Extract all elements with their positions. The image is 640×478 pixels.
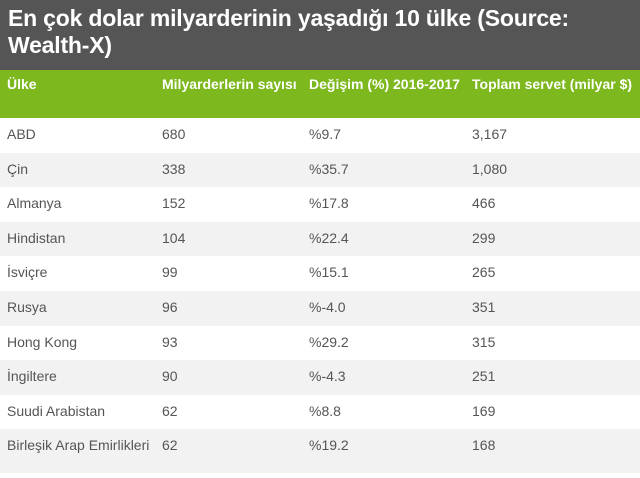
cell-count: 90 [162,368,178,385]
cell-wealth: 315 [472,333,496,350]
cell-wealth: 168 [472,437,496,454]
cell-country: Almanya [7,195,62,212]
cell-wealth: 466 [472,195,496,212]
cell-count: 104 [162,229,186,246]
page-title: En çok dolar milyarderinin yaşadığı 10 ü… [8,5,569,58]
cell-wealth: 1,080 [472,160,508,177]
table-row: Rusya 96 %-4.0 351 [0,290,640,326]
cell-change: %17.8 [309,195,349,212]
table-row: Hong Kong 93 %29.2 315 [0,325,640,361]
cell-wealth: 265 [472,264,496,281]
table-row: ABD 680 %9.7 3,167 [0,118,640,153]
table-row: İngiltere 90 %-4.3 251 [0,360,640,395]
cell-country: İsviçre [7,264,48,281]
cell-count: 338 [162,160,186,177]
table-row: İsviçre 99 %15.1 265 [0,256,640,291]
column-header-wealth: Toplam servet (milyar $) [472,76,633,92]
cell-count: 62 [162,402,178,419]
cell-change: %29.2 [309,333,349,350]
cell-count: 93 [162,333,178,350]
cell-country: Suudi Arabistan [7,402,106,419]
cell-count: 62 [162,437,178,454]
cell-change: %19.2 [309,437,349,454]
cell-count: 680 [162,126,186,142]
table-row: Hindistan 104 %22.4 299 [0,221,640,257]
cell-count: 96 [162,298,178,315]
cell-change: %-4.3 [309,368,346,385]
table-header: Ülke Milyarderlerin sayısı Değişim (%) 2… [0,70,640,118]
cell-wealth: 299 [472,229,496,246]
table-row: Almanya 152 %17.8 466 [0,187,640,222]
cell-wealth: 351 [472,298,496,315]
cell-country: Rusya [7,298,47,315]
cell-wealth: 3,167 [472,126,508,142]
cell-country: ABD [7,126,36,142]
billionaire-table: Ülke Milyarderlerin sayısı Değişim (%) 2… [0,70,640,474]
column-header-country: Ülke [7,76,37,92]
table-row: Suudi Arabistan 62 %8.8 169 [0,394,640,430]
cell-country: İngiltere [7,368,57,385]
column-header-count: Milyarderlerin sayısı [162,76,297,92]
table-row: Birleşik Arap Emirlikleri 62 %19.2 168 [0,429,640,474]
cell-change: %22.4 [309,229,349,246]
cell-country: Birleşik Arap Emirlikleri [7,437,150,454]
cell-change: %9.7 [309,126,341,142]
cell-wealth: 169 [472,402,496,419]
column-header-change: Değişim (%) 2016-2017 [309,76,460,92]
cell-wealth: 251 [472,368,496,385]
title-bar: En çok dolar milyarderinin yaşadığı 10 ü… [0,0,640,70]
cell-count: 152 [162,195,186,212]
cell-country: Çin [7,160,29,177]
cell-change: %15.1 [309,264,349,281]
cell-country: Hong Kong [7,333,78,350]
table-row: Çin 338 %35.7 1,080 [0,152,640,188]
cell-change: %8.8 [309,402,341,419]
cell-change: %35.7 [309,160,349,177]
cell-count: 99 [162,264,178,281]
header-row: Ülke Milyarderlerin sayısı Değişim (%) 2… [0,70,640,118]
cell-country: Hindistan [7,229,66,246]
table-body: ABD 680 %9.7 3,167 Çin 338 %35.7 1,080 A… [0,118,640,474]
cell-change: %-4.0 [309,298,346,315]
